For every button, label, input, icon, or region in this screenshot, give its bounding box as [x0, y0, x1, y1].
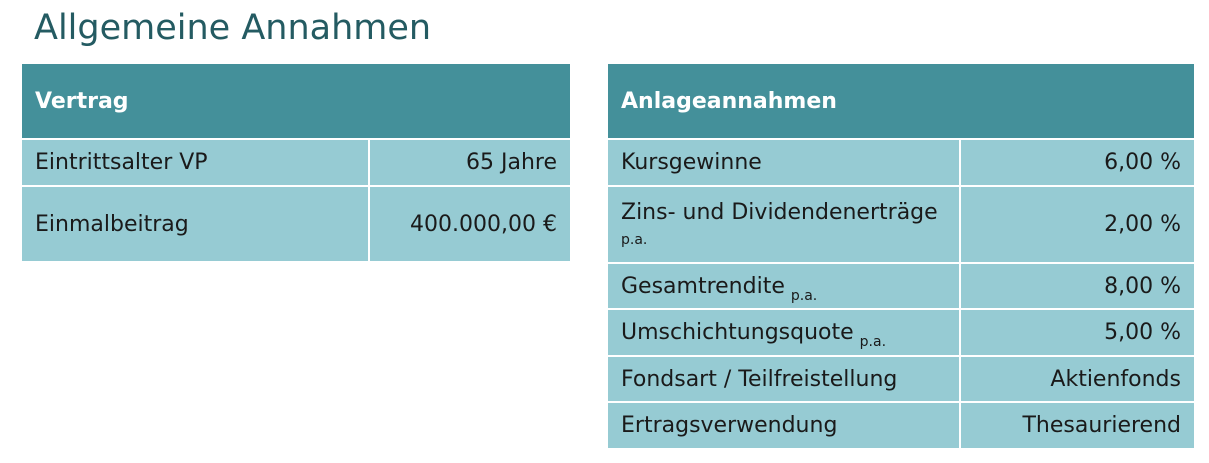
row-label: Fondsart / Teilfreistellung — [621, 366, 898, 392]
table-row: Zins- und Dividendenerträge p.a. 2,00 % — [608, 187, 1194, 262]
row-value: 5,00 % — [1104, 320, 1181, 345]
table-row: Umschichtungsquote p.a. 5,00 % — [608, 310, 1194, 355]
row-label-cell: Ertragsverwendung — [608, 403, 959, 448]
row-value-cell: 2,00 % — [961, 187, 1194, 262]
row-label-cell: Kursgewinne — [608, 140, 959, 185]
row-label: Einmalbeitrag — [35, 211, 189, 237]
row-label-cell: Einmalbeitrag — [22, 187, 368, 261]
table-row: Gesamtrendite p.a. 8,00 % — [608, 264, 1194, 308]
row-value-cell: 65 Jahre — [370, 140, 570, 185]
row-label: Eintrittsalter VP — [35, 150, 208, 175]
table-header: Anlageannahmen — [608, 64, 1194, 138]
row-label-cell: Zins- und Dividendenerträge p.a. — [608, 187, 959, 262]
label-suffix: p.a. — [859, 334, 887, 350]
page-title: Allgemeine Annahmen — [34, 8, 432, 48]
row-value-cell: Aktienfonds — [961, 357, 1194, 401]
row-label-wrap: Eintrittsalter VP — [35, 150, 208, 175]
row-label-wrap: Umschichtungsquote p.a. — [621, 320, 886, 350]
row-value-cell: Thesaurierend — [961, 403, 1194, 448]
row-value: 65 Jahre — [466, 150, 557, 175]
table-header: Vertrag — [22, 64, 570, 138]
row-label-cell: Gesamtrendite p.a. — [608, 264, 959, 308]
row-value-cell: 8,00 % — [961, 264, 1194, 308]
row-label-cell: Eintrittsalter VP — [22, 140, 368, 185]
table: Vertrag Eintrittsalter VP 65 Jahre Einmalbe… — [22, 64, 570, 261]
row-value-cell: 5,00 % — [961, 310, 1194, 355]
row-value: 400.000,00 € — [410, 211, 557, 237]
row-label-cell: Umschichtungsquote p.a. — [608, 310, 959, 355]
row-value: 2,00 % — [1104, 212, 1181, 237]
table-row: Eintrittsalter VP 65 Jahre — [22, 140, 570, 185]
row-label-wrap: Gesamtrendite p.a. — [621, 273, 817, 304]
label-suffix: p.a. — [621, 231, 648, 248]
row-value: 8,00 % — [1104, 273, 1181, 299]
table-row: Einmalbeitrag 400.000,00 € — [22, 187, 570, 261]
table-row: Ertragsverwendung Thesaurierend — [608, 403, 1194, 448]
row-label: Gesamtrendite — [621, 273, 785, 299]
row-label-wrap: Kursgewinne — [621, 150, 762, 175]
row-value: Aktienfonds — [1050, 366, 1181, 392]
row-label-cell: Fondsart / Teilfreistellung — [608, 357, 959, 401]
row-value: 6,00 % — [1104, 150, 1181, 175]
table-row: Fondsart / Teilfreistellung Aktienfonds — [608, 357, 1194, 401]
row-label: Ertragsverwendung — [621, 413, 838, 438]
row-value-cell: 400.000,00 € — [370, 187, 570, 261]
row-label-wrap: Zins- und Dividendenerträge p.a. — [621, 200, 938, 250]
row-label-wrap: Einmalbeitrag — [35, 212, 189, 237]
row-label: Kursgewinne — [621, 150, 762, 175]
table-row: Kursgewinne 6,00 % — [608, 140, 1194, 185]
row-value-cell: 6,00 % — [961, 140, 1194, 185]
row-label: Umschichtungsquote — [621, 320, 854, 345]
row-label: Zins- und Dividendenerträge — [621, 199, 938, 225]
row-value: Thesaurierend — [1022, 413, 1181, 438]
label-suffix: p.a. — [790, 287, 818, 304]
row-label-wrap: Ertragsverwendung — [621, 413, 837, 438]
table: Anlageannahmen Kursgewinne 6,00 % Zins- und… — [608, 64, 1194, 448]
row-label-wrap: Fondsart / Teilfreistellung — [621, 367, 897, 392]
